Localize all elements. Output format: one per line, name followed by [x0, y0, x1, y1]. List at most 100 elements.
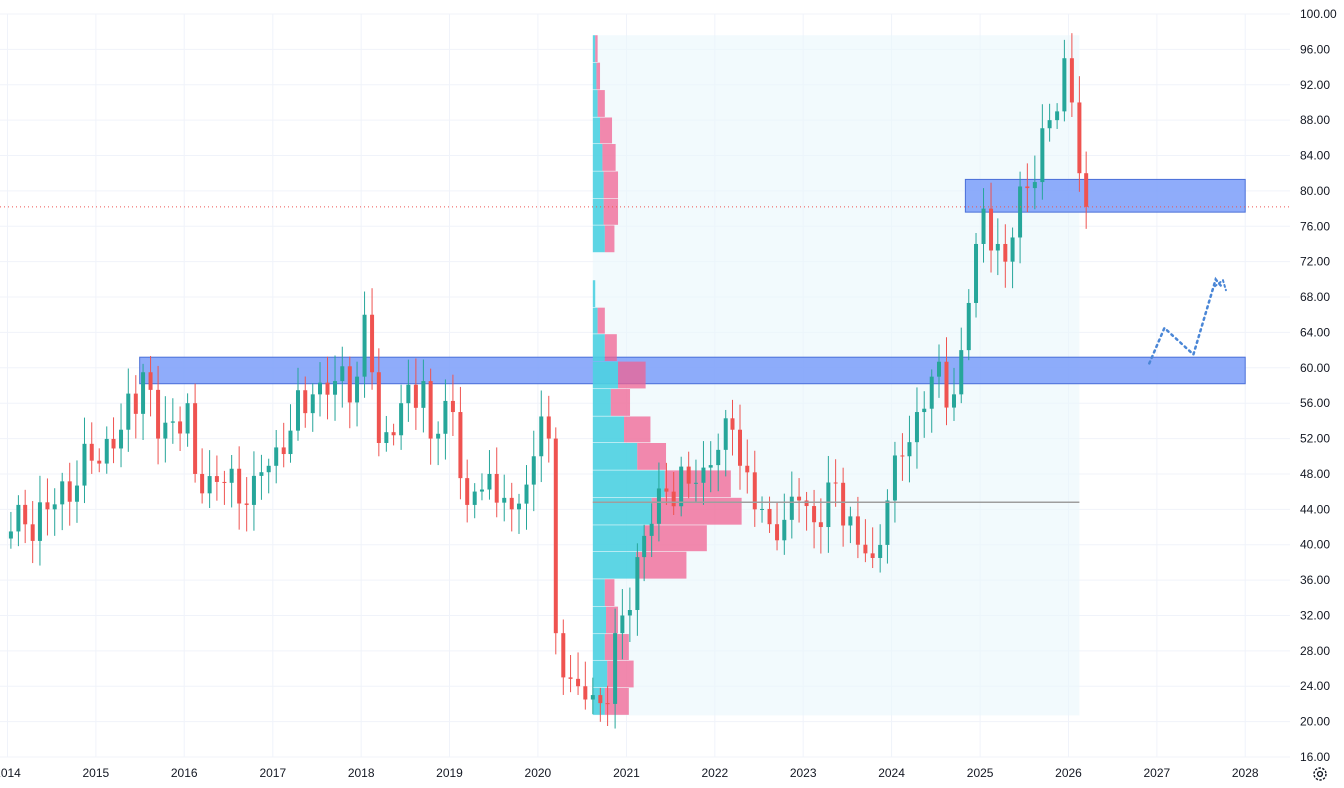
- candlestick-series: [8, 33, 1089, 729]
- candle-body: [458, 412, 463, 479]
- candle-body: [1047, 120, 1052, 129]
- upper-zone: [964, 178, 1246, 213]
- candle-body: [89, 443, 94, 461]
- price-tick-label: 56.00: [1300, 396, 1330, 410]
- candle-body: [421, 381, 426, 408]
- candle-body: [8, 531, 13, 539]
- time-tick-label: 2026: [1055, 766, 1082, 780]
- candle-body: [605, 703, 610, 705]
- price-tick-label: 60.00: [1300, 361, 1330, 375]
- candle-body: [222, 481, 227, 483]
- candle-body: [561, 633, 566, 678]
- time-tick-label: 2024: [878, 766, 905, 780]
- candle-body: [244, 503, 249, 505]
- candle-body: [995, 243, 1000, 251]
- candle-body: [974, 243, 979, 303]
- vp-bar-down: [644, 525, 707, 552]
- candle-body: [627, 610, 632, 616]
- candle-body: [664, 488, 669, 492]
- price-tick-label: 100.00: [1300, 7, 1337, 21]
- vp-bar-up: [592, 62, 597, 90]
- price-tick-label: 72.00: [1300, 255, 1330, 269]
- candle-body: [281, 447, 286, 455]
- candle-body: [546, 416, 551, 439]
- vp-bar-down: [600, 117, 613, 144]
- vp-bar-down: [603, 198, 619, 225]
- overlay-lines: [0, 206, 1290, 504]
- candle-body: [914, 412, 919, 443]
- candle-body: [23, 504, 28, 525]
- candle-body: [775, 524, 780, 541]
- candle-body: [207, 476, 212, 494]
- candle-body: [907, 442, 912, 457]
- candle-body: [693, 482, 698, 484]
- vp-bar-up: [592, 551, 637, 579]
- candle-body: [119, 429, 124, 449]
- candle-body: [266, 465, 271, 473]
- candle-body: [325, 382, 330, 395]
- candle-body: [797, 496, 802, 501]
- candle-body: [413, 384, 418, 408]
- candle-body: [465, 478, 470, 505]
- vp-bar-up: [592, 280, 596, 308]
- candle-body: [1032, 182, 1037, 189]
- candle-body: [295, 390, 300, 431]
- candle-body: [111, 438, 116, 449]
- projection-arrowhead: [1213, 278, 1227, 292]
- time-tick-label: 2018: [348, 766, 375, 780]
- candle-body: [310, 394, 315, 414]
- vp-bar-up: [592, 660, 608, 688]
- vp-bar-up: [592, 416, 625, 443]
- vp-bar-down: [604, 225, 615, 253]
- candle-body: [885, 500, 890, 545]
- vp-bar-up: [592, 361, 619, 389]
- candle-body: [428, 381, 433, 439]
- candle-body: [133, 393, 138, 414]
- candle-body: [370, 314, 375, 373]
- vp-bar-up: [592, 144, 603, 171]
- candle-body: [936, 361, 941, 377]
- candle-body: [723, 418, 728, 450]
- candle-body: [479, 489, 484, 492]
- candle-body: [318, 382, 323, 395]
- candle-body: [384, 432, 389, 443]
- candle-body: [333, 381, 338, 395]
- candle-body: [951, 394, 956, 408]
- price-tick-label: 16.00: [1300, 750, 1330, 764]
- candle-body: [214, 476, 219, 482]
- vp-bar-down: [597, 90, 605, 117]
- candle-body: [355, 376, 360, 403]
- candle-body: [156, 389, 161, 439]
- candle-body: [576, 678, 581, 687]
- candle-body: [767, 508, 772, 525]
- candle-body: [274, 447, 279, 466]
- candle-body: [148, 372, 153, 390]
- candle-body: [1010, 237, 1015, 262]
- candle-body: [1040, 128, 1045, 183]
- gear-icon[interactable]: [1310, 764, 1330, 784]
- candle-body: [826, 482, 831, 528]
- candle-body: [399, 403, 404, 436]
- price-axis[interactable]: 100.00 96.00 92.00 88.00 84.00 80.00 76.00 72.0…: [1300, 7, 1337, 764]
- candle-body: [989, 208, 994, 251]
- candle-body: [178, 421, 183, 434]
- time-tick-label: 2028: [1232, 766, 1259, 780]
- candle-body: [1062, 58, 1067, 112]
- vp-bar-down: [596, 62, 601, 90]
- candle-body: [531, 456, 536, 485]
- vp-bar-up: [592, 35, 596, 63]
- candle-body: [251, 475, 256, 505]
- price-tick-label: 20.00: [1300, 715, 1330, 729]
- price-tick-label: 32.00: [1300, 608, 1330, 622]
- candle-body: [443, 400, 448, 434]
- candle-body: [730, 418, 735, 430]
- candle-body: [848, 516, 853, 526]
- candle-body: [200, 473, 205, 494]
- vp-bar-down: [664, 470, 731, 498]
- candle-body: [450, 400, 455, 413]
- candle-body: [620, 615, 625, 634]
- time-axis[interactable]: 2014 2015 2016 2017 2018 2019 2020 2021 2022 2023…: [0, 766, 1259, 780]
- candle-body: [818, 522, 823, 528]
- price-tick-label: 64.00: [1300, 325, 1330, 339]
